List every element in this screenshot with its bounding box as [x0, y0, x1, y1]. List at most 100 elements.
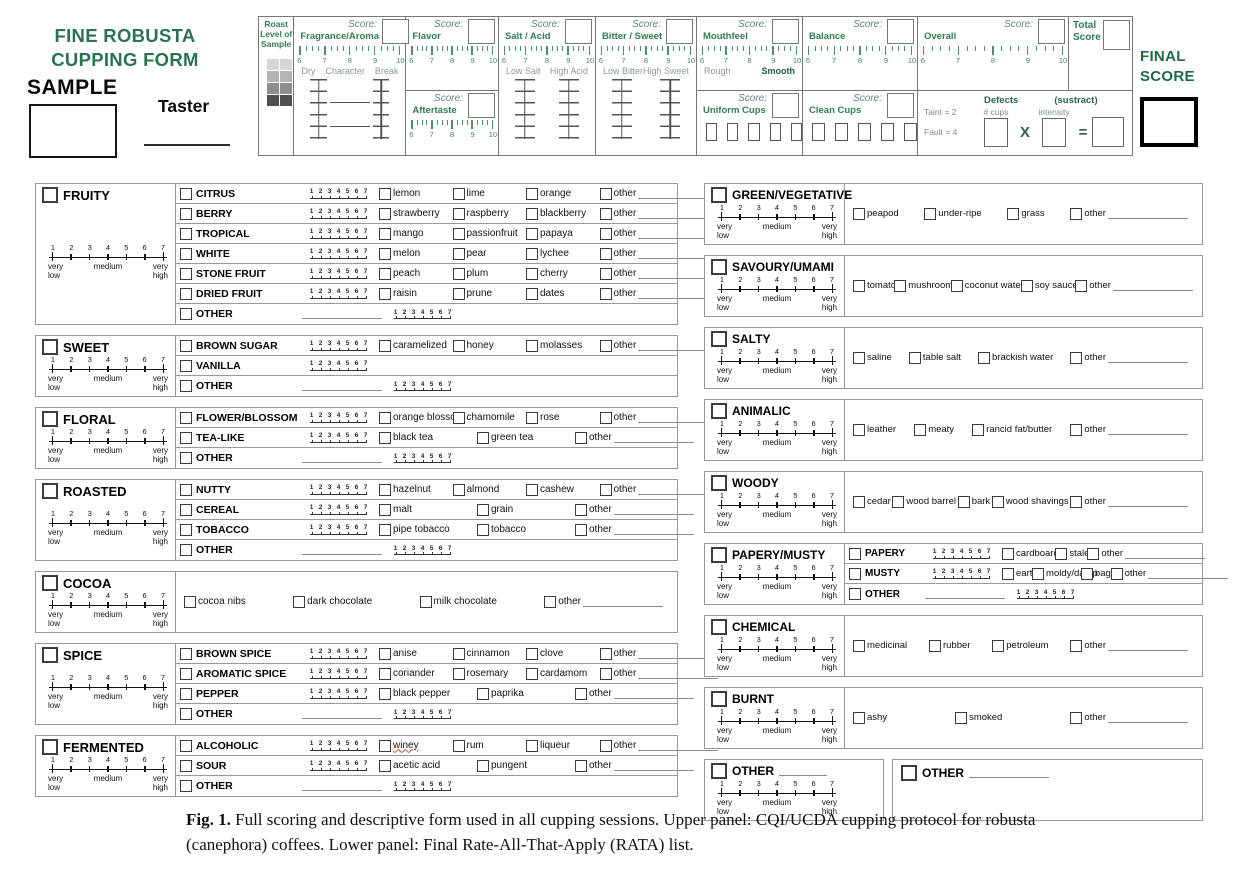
axis-line[interactable] — [715, 644, 839, 653]
descriptor-checkbox[interactable] — [293, 596, 306, 608]
high-sweet-intensity-ladder[interactable] — [657, 79, 683, 139]
write-in-line[interactable] — [925, 589, 1005, 599]
write-in-line[interactable] — [613, 525, 694, 535]
descriptor-checkbox[interactable] — [452, 267, 465, 280]
descriptor-checkbox[interactable] — [599, 739, 612, 752]
descriptor-checkbox[interactable] — [184, 596, 196, 608]
attribute-checkbox[interactable] — [180, 411, 192, 424]
write-in-line[interactable] — [638, 189, 719, 199]
roast-swatch[interactable] — [267, 59, 279, 71]
roast-swatch[interactable] — [267, 71, 279, 83]
descriptor-checkbox[interactable] — [599, 227, 612, 240]
flavor-scale-ruler[interactable]: 6 7 8 9 10 — [406, 44, 498, 65]
attribute-checkbox[interactable] — [180, 227, 192, 240]
high-acid-intensity-ladder[interactable] — [556, 79, 582, 139]
fragrance-score-box[interactable] — [382, 19, 410, 44]
descriptor-checkbox[interactable] — [991, 496, 1004, 508]
section-checkbox-sweet[interactable] — [42, 339, 58, 355]
attribute-checkbox[interactable] — [180, 247, 192, 260]
salt-acid-score-box[interactable] — [564, 19, 592, 44]
descriptor-checkbox[interactable] — [379, 339, 391, 352]
write-in-line[interactable] — [1125, 549, 1206, 559]
descriptor-checkbox[interactable] — [950, 280, 963, 292]
descriptor-checkbox[interactable] — [526, 483, 538, 496]
write-in-line[interactable] — [302, 309, 382, 319]
descriptor-checkbox[interactable] — [379, 187, 391, 200]
write-in-line[interactable] — [638, 669, 719, 679]
descriptor-checkbox[interactable] — [1007, 208, 1020, 220]
roast-swatch[interactable] — [267, 95, 279, 107]
attribute-checkbox[interactable] — [180, 452, 192, 464]
descriptor-checkbox[interactable] — [526, 267, 538, 280]
attribute-checkbox[interactable] — [849, 567, 861, 580]
roast-swatch[interactable] — [267, 83, 279, 95]
descriptor-checkbox[interactable] — [599, 187, 612, 200]
write-in-line[interactable] — [1107, 425, 1188, 435]
attribute-checkbox[interactable] — [180, 503, 192, 516]
write-in-line[interactable] — [613, 761, 694, 771]
overall-score-box[interactable] — [1038, 19, 1065, 44]
descriptor-checkbox[interactable] — [452, 647, 465, 660]
descriptor-checkbox[interactable] — [526, 411, 538, 424]
attribute-checkbox[interactable] — [180, 207, 192, 220]
descriptor-checkbox[interactable] — [1070, 640, 1083, 652]
write-in-line[interactable] — [302, 545, 382, 555]
attribute-checkbox[interactable] — [180, 647, 192, 660]
roast-swatch[interactable] — [280, 59, 292, 71]
section-checkbox-animalic[interactable] — [711, 403, 727, 419]
write-in-line[interactable] — [613, 689, 694, 699]
descriptor-checkbox[interactable] — [526, 187, 538, 200]
write-in-line[interactable] — [302, 453, 382, 463]
axis-line[interactable] — [46, 764, 170, 773]
attribute-checkbox[interactable] — [180, 523, 192, 536]
descriptor-checkbox[interactable] — [379, 687, 391, 700]
descriptor-checkbox[interactable] — [914, 424, 927, 436]
descriptor-checkbox[interactable] — [544, 596, 557, 608]
descriptor-checkbox[interactable] — [599, 207, 612, 220]
mouthfeel-scale-ruler[interactable]: 6 7 8 9 10 — [697, 44, 802, 65]
roast-swatch[interactable] — [280, 95, 292, 107]
descriptor-checkbox[interactable] — [1070, 352, 1083, 364]
write-in-line[interactable] — [638, 413, 719, 423]
section-checkbox-other[interactable] — [711, 763, 727, 779]
descriptor-checkbox[interactable] — [924, 208, 937, 220]
descriptor-checkbox[interactable] — [379, 287, 391, 300]
descriptor-checkbox[interactable] — [452, 411, 465, 424]
write-in-line[interactable] — [613, 433, 694, 443]
descriptor-checkbox[interactable] — [379, 247, 391, 260]
descriptor-checkbox[interactable] — [379, 759, 391, 772]
section-checkbox-chemical[interactable] — [711, 619, 727, 635]
descriptor-checkbox[interactable] — [477, 687, 489, 700]
descriptor-checkbox[interactable] — [452, 187, 465, 200]
roast-swatch[interactable] — [280, 83, 292, 95]
write-in-line[interactable] — [638, 485, 719, 495]
write-in-line[interactable] — [1108, 353, 1188, 363]
write-in-line[interactable] — [969, 768, 1049, 778]
attribute-checkbox[interactable] — [180, 287, 192, 300]
descriptor-checkbox[interactable] — [978, 352, 991, 364]
descriptor-checkbox[interactable] — [379, 207, 391, 220]
descriptor-checkbox[interactable] — [853, 424, 865, 436]
axis-line[interactable] — [46, 600, 170, 609]
write-in-line[interactable] — [638, 341, 719, 351]
overall-scale-ruler[interactable]: 6 7 8 9 10 — [918, 44, 1068, 65]
cup-checkbox[interactable] — [790, 123, 803, 141]
final-score-box[interactable] — [1140, 96, 1198, 147]
low-bitter-intensity-ladder[interactable] — [609, 79, 635, 139]
attribute-checkbox[interactable] — [180, 267, 192, 280]
write-in-line[interactable] — [1148, 569, 1229, 579]
descriptor-checkbox[interactable] — [526, 207, 538, 220]
low-salt-intensity-ladder[interactable] — [512, 79, 538, 139]
attribute-checkbox[interactable] — [180, 359, 192, 372]
